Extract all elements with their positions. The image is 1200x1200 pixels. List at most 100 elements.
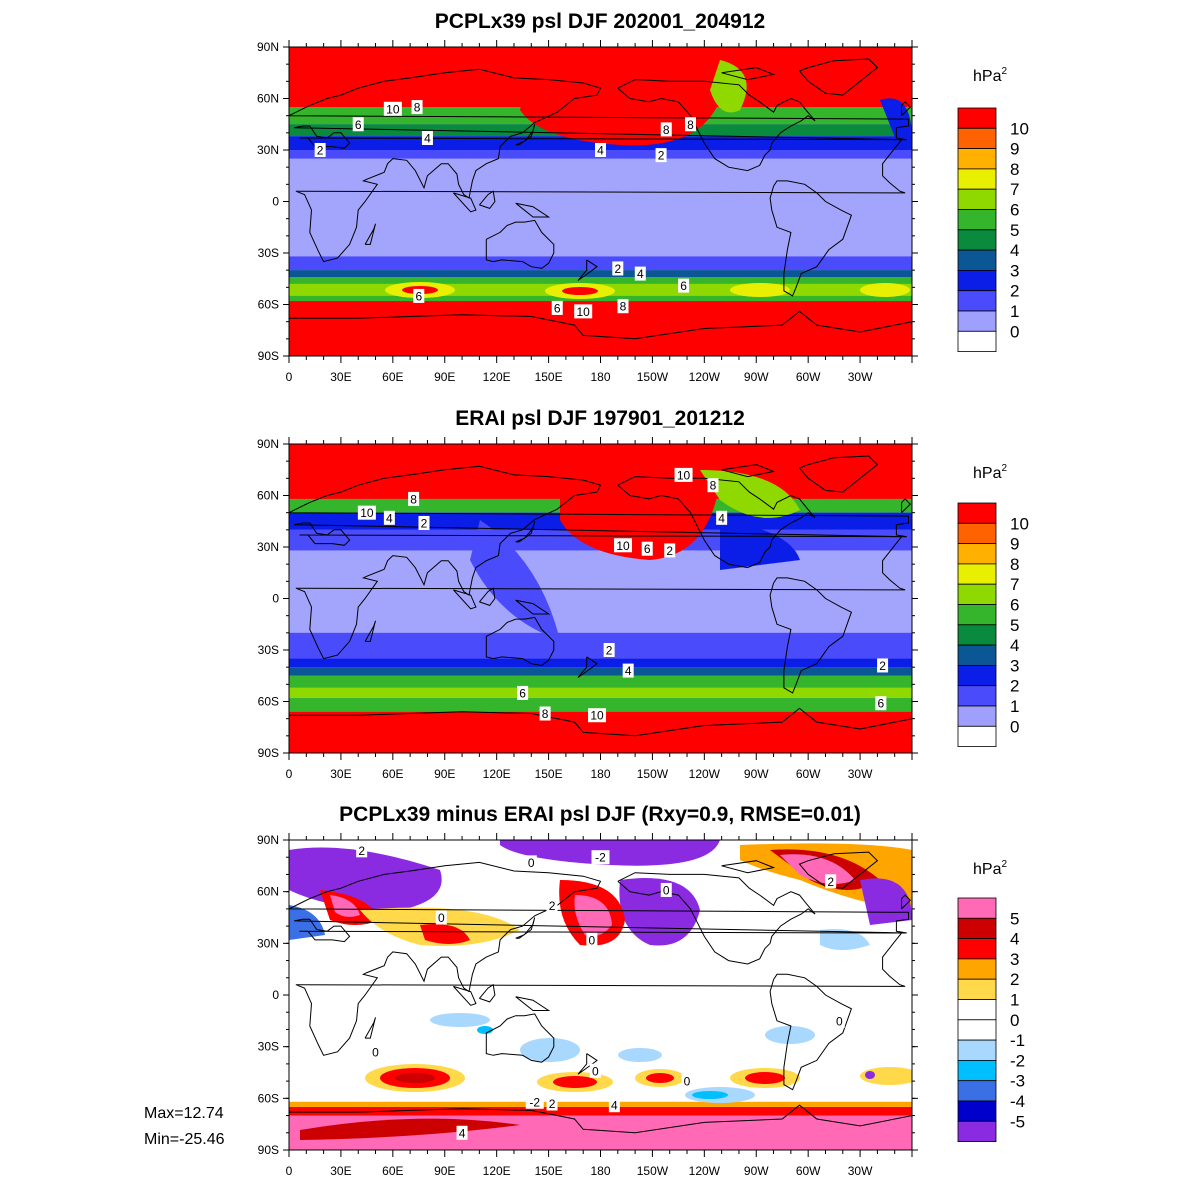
contour-label: 6 — [678, 278, 690, 293]
colorbar-label: 5 — [1010, 221, 1019, 240]
colorbar-label: 1 — [1010, 991, 1019, 1010]
colorbar-swatch — [957, 168, 997, 190]
colorbar-label: -3 — [1010, 1072, 1025, 1091]
colorbar-label: 5 — [1010, 616, 1019, 635]
svg-text:6: 6 — [355, 118, 362, 132]
coastline — [515, 996, 551, 1011]
contour-label: 10 — [383, 101, 402, 116]
coastline — [901, 101, 912, 117]
lon-tick-label: 150W — [637, 767, 669, 781]
lon-tick-label: 90W — [744, 767, 769, 781]
coastline — [485, 219, 555, 269]
coastline — [289, 68, 909, 263]
coastline — [577, 656, 598, 678]
svg-text:2: 2 — [421, 516, 428, 530]
svg-text:6: 6 — [644, 542, 651, 556]
lat-tick-label: 30N — [257, 936, 279, 950]
svg-text:2: 2 — [658, 149, 665, 163]
coastline — [721, 67, 776, 81]
svg-text:0: 0 — [589, 933, 596, 947]
coastline — [485, 1013, 555, 1063]
contour-label: 4 — [608, 1098, 620, 1113]
lat-tick-label: 0 — [272, 195, 279, 209]
contour-band — [289, 632, 912, 659]
lon-tick-label: 60W — [796, 1164, 821, 1178]
colorbar-label: 7 — [1010, 575, 1019, 594]
contour-label: 2 — [418, 515, 430, 530]
panel-2-unit: hPa2 — [973, 463, 1007, 482]
contour-label: 6 — [413, 288, 425, 303]
colorbar-swatch — [957, 188, 997, 210]
colorbar-label: 2 — [1010, 677, 1019, 696]
colorbar-label: 10 — [1010, 514, 1029, 533]
lon-tick-label: 90E — [434, 767, 455, 781]
coastline — [798, 58, 879, 96]
min-stat-text: Min=-25.46 — [144, 1131, 225, 1148]
colorbar-swatch — [957, 269, 997, 292]
lon-tick-label: 120W — [689, 1164, 721, 1178]
colorbar-label: 10 — [1010, 119, 1029, 138]
svg-text:2: 2 — [666, 544, 673, 558]
svg-text:10: 10 — [616, 539, 630, 553]
contour-label: 8 — [411, 100, 423, 115]
lat-tick-label: 90S — [258, 349, 279, 363]
colorbar-swatch — [957, 1120, 997, 1143]
lon-tick-label: 90E — [434, 1164, 455, 1178]
colorbar-label: 2 — [1010, 970, 1019, 989]
colorbar-label: 6 — [1010, 596, 1019, 615]
contour-label: 0 — [681, 1074, 693, 1089]
contour-band — [289, 667, 912, 676]
lat-tick-label: 30N — [257, 540, 279, 554]
svg-text:0: 0 — [528, 856, 535, 870]
contour-label: 8 — [408, 491, 420, 506]
contour-label: 8 — [684, 117, 696, 132]
svg-text:-2: -2 — [529, 1095, 540, 1109]
coastline — [289, 1104, 912, 1134]
contour-label: 6 — [641, 541, 653, 556]
contour-band — [289, 1101, 912, 1107]
lon-tick-label: 150W — [637, 370, 669, 384]
colorbar-swatch — [957, 563, 997, 585]
contour-label: 10 — [674, 467, 693, 482]
coastline — [364, 223, 376, 245]
colorbar-label: -2 — [1010, 1051, 1025, 1070]
coastline — [479, 587, 496, 606]
contour-label: 4 — [716, 510, 728, 525]
svg-text:6: 6 — [878, 697, 885, 711]
contour-label: 0 — [370, 1044, 382, 1059]
colorbar-label: 0 — [1010, 322, 1019, 341]
svg-text:0: 0 — [684, 1075, 691, 1089]
contour-label: 10 — [357, 505, 376, 520]
colorbar-swatch — [957, 229, 997, 251]
lat-tick-label: 0 — [272, 988, 279, 1002]
svg-text:2: 2 — [549, 899, 556, 913]
coastline — [515, 202, 551, 218]
coastline — [289, 465, 909, 660]
contour-label: 0 — [660, 882, 672, 897]
colorbar-swatch — [957, 1060, 997, 1082]
contour-label: 10 — [574, 304, 593, 319]
colorbar-swatch — [957, 543, 997, 565]
panel-1-map: 10 8 6 4 2 4 2 8 8 2 4 6 6 6 10 8 — [289, 47, 912, 356]
svg-text:10: 10 — [360, 506, 374, 520]
panel-3-unit: hPa2 — [973, 859, 1007, 878]
panel-2-title: ERAI psl DJF 197901_201212 — [455, 407, 745, 430]
coastline — [515, 521, 536, 543]
coastline — [577, 1053, 598, 1075]
coastline — [617, 476, 816, 569]
svg-text:4: 4 — [424, 131, 431, 145]
svg-text:2: 2 — [317, 144, 324, 158]
svg-text:8: 8 — [620, 300, 627, 314]
svg-text:8: 8 — [687, 118, 694, 132]
contour-label: -2 — [591, 850, 610, 865]
colorbar-label: 9 — [1010, 140, 1019, 159]
contour-label: 2 — [655, 148, 667, 163]
lat-tick-label: 60S — [258, 1091, 279, 1105]
lat-tick-label: 30S — [258, 643, 279, 657]
svg-text:0: 0 — [438, 911, 445, 925]
coastline — [798, 851, 879, 889]
svg-text:8: 8 — [410, 492, 417, 506]
svg-text:2: 2 — [358, 844, 365, 858]
contour-label: 2 — [825, 874, 837, 889]
